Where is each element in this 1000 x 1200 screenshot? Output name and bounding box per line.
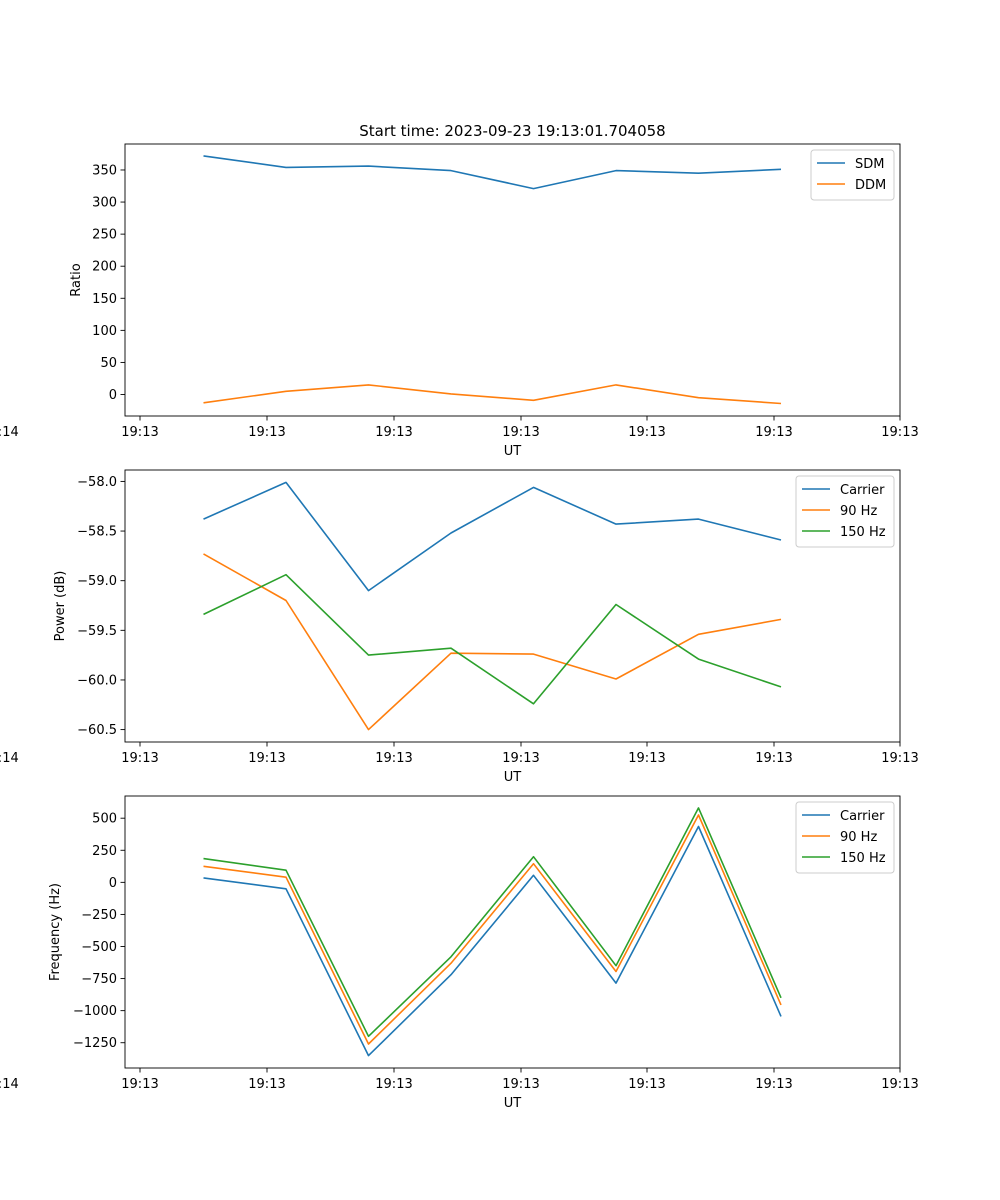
x-tick-label: 19:13 — [755, 1077, 792, 1092]
y-tick-label: −250 — [81, 908, 117, 923]
x-tick-label: 19:13 — [121, 1077, 158, 1092]
y-tick-label: −58.0 — [77, 475, 117, 490]
y-tick-label: 150 — [92, 292, 117, 307]
y-axis-label: Power (dB) — [53, 571, 68, 642]
x-tick-label: 19:13 — [248, 1077, 285, 1092]
x-tick-label: 19:13 — [502, 425, 539, 440]
y-tick-label: 300 — [92, 196, 117, 211]
x-tick-label: 19:13 — [502, 751, 539, 766]
y-tick-label: 50 — [100, 356, 117, 371]
legend-label: 90 Hz — [840, 504, 877, 519]
legend-box — [795, 475, 895, 548]
y-tick-label: −60.5 — [77, 723, 117, 738]
x-tick-label: 19:13 — [881, 751, 918, 766]
x-axis-label: UT — [504, 1096, 522, 1111]
y-tick-label: −1250 — [73, 1036, 117, 1051]
legend-label: 90 Hz — [840, 830, 877, 845]
y-tick-label: −60.0 — [77, 673, 117, 688]
x-tick-label: 19:13 — [755, 425, 792, 440]
x-tick-label: 19:13 — [755, 751, 792, 766]
legend-label: 150 Hz — [840, 525, 886, 540]
series-line-ddm — [203, 384, 782, 405]
x-tick-label: 19:13 — [375, 1077, 412, 1092]
x-tick-label: 19:13 — [121, 425, 158, 440]
y-tick-label: −58.5 — [77, 525, 117, 540]
axes-frame — [124, 795, 901, 1069]
y-tick-label: −1000 — [73, 1004, 117, 1019]
series-line-150-hz — [203, 573, 782, 705]
x-axis-label: UT — [504, 770, 522, 785]
axes-frame — [124, 469, 901, 743]
power-panel: 19:13 19:13 19:13 19:13 19:13 19:13 19:13 19:14… — [0, 469, 919, 785]
x-tick-label: 19:14 — [0, 751, 19, 766]
legend-label: SDM — [855, 157, 884, 172]
x-tick-label: 19:13 — [628, 751, 665, 766]
legend-label: Carrier — [840, 809, 885, 824]
x-tick-label: 19:14 — [0, 1077, 19, 1092]
series-line-carrier — [203, 825, 782, 1057]
y-tick-label: −59.0 — [77, 574, 117, 589]
y-axis-label: Ratio — [69, 263, 84, 296]
x-tick-label: 19:13 — [628, 425, 665, 440]
y-tick-label: 250 — [92, 844, 117, 859]
y-axis-label: Frequency (Hz) — [48, 883, 63, 981]
legend-label: Carrier — [840, 483, 885, 498]
y-tick-label: 500 — [92, 812, 117, 827]
y-tick-label: 200 — [92, 260, 117, 275]
y-tick-label: 250 — [92, 228, 117, 243]
y-tick-label: 0 — [109, 388, 117, 403]
y-tick-label: −59.5 — [77, 624, 117, 639]
x-tick-label: 19:13 — [628, 1077, 665, 1092]
frequency-panel: 19:13 19:13 19:13 19:13 19:13 19:13 19:13 19:14… — [0, 795, 919, 1111]
x-tick-label: 19:13 — [881, 425, 918, 440]
axes-frame — [124, 143, 901, 417]
series-line-carrier — [203, 481, 782, 592]
x-tick-label: 19:13 — [248, 425, 285, 440]
y-tick-label: 0 — [109, 876, 117, 891]
x-axis-label: UT — [504, 444, 522, 459]
legend-box — [795, 801, 895, 874]
figure-title: Start time: 2023-09-23 19:13:01.704058 — [359, 122, 665, 140]
series-line-90-hz — [203, 814, 782, 1045]
series-line-150-hz — [203, 807, 782, 1038]
legend-label: DDM — [855, 178, 886, 193]
y-tick-label: −500 — [81, 940, 117, 955]
series-line-90-hz — [203, 553, 782, 731]
x-tick-label: 19:13 — [375, 751, 412, 766]
y-tick-label: −750 — [81, 972, 117, 987]
x-tick-label: 19:13 — [502, 1077, 539, 1092]
y-tick-label: 100 — [92, 324, 117, 339]
x-tick-label: 19:13 — [248, 751, 285, 766]
x-tick-label: 19:14 — [0, 425, 19, 440]
y-tick-label: 350 — [92, 163, 117, 178]
series-line-sdm — [203, 155, 782, 190]
x-tick-label: 19:13 — [375, 425, 412, 440]
legend-label: 150 Hz — [840, 851, 886, 866]
x-tick-label: 19:13 — [121, 751, 158, 766]
x-tick-label: 19:13 — [881, 1077, 918, 1092]
ratio-panel: 19:13 19:13 19:13 19:13 19:13 19:13 19:13 19:14… — [0, 143, 919, 459]
